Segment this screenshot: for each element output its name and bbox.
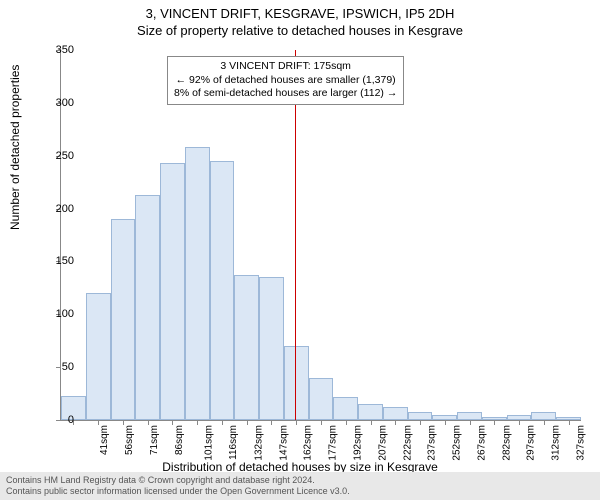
- xtick-label: 147sqm: [278, 425, 289, 461]
- ytick-label: 250: [44, 150, 74, 162]
- xtick-mark: [222, 420, 223, 425]
- xtick-mark: [544, 420, 545, 425]
- xtick-label: 282sqm: [501, 425, 512, 461]
- xtick-mark: [271, 420, 272, 425]
- ytick-label: 50: [44, 361, 74, 373]
- histogram-bar: [333, 397, 358, 420]
- xtick-label: 162sqm: [303, 425, 314, 461]
- xtick-label: 207sqm: [377, 425, 388, 461]
- reference-line: [295, 50, 297, 420]
- ytick-label: 100: [44, 308, 74, 320]
- plot-region: 3 VINCENT DRIFT: 175sqm← 92% of detached…: [60, 50, 581, 421]
- ytick-label: 350: [44, 44, 74, 56]
- annotation-line3: 8% of semi-detached houses are larger (1…: [174, 87, 397, 101]
- histogram-bar: [160, 163, 185, 420]
- chart-container: 3, VINCENT DRIFT, KESGRAVE, IPSWICH, IP5…: [0, 0, 600, 500]
- xtick-mark: [296, 420, 297, 425]
- title-address: 3, VINCENT DRIFT, KESGRAVE, IPSWICH, IP5…: [0, 0, 600, 21]
- xtick-label: 101sqm: [204, 425, 215, 461]
- footer-line1: Contains HM Land Registry data © Crown c…: [6, 475, 594, 486]
- histogram-bar: [185, 147, 210, 420]
- xtick-label: 116sqm: [228, 425, 239, 460]
- histogram-bar: [457, 412, 482, 420]
- xtick-label: 237sqm: [427, 425, 438, 461]
- histogram-bar: [259, 277, 284, 420]
- xtick-label: 71sqm: [149, 425, 160, 455]
- histogram-bar: [358, 404, 383, 420]
- xtick-label: 267sqm: [476, 425, 487, 461]
- xtick-label: 312sqm: [551, 425, 562, 461]
- xtick-mark: [494, 420, 495, 425]
- histogram-bar: [408, 412, 433, 420]
- footer-attribution: Contains HM Land Registry data © Crown c…: [0, 472, 600, 500]
- histogram-bar: [309, 378, 334, 420]
- histogram-bar: [210, 161, 235, 420]
- xtick-label: 132sqm: [254, 425, 265, 461]
- y-axis-label: Number of detached properties: [8, 65, 22, 230]
- ytick-label: 150: [44, 255, 74, 267]
- histogram-bar: [111, 219, 136, 420]
- histogram-bar: [531, 412, 556, 420]
- xtick-label: 327sqm: [575, 425, 586, 461]
- xtick-label: 177sqm: [328, 425, 339, 461]
- annotation-line1: 3 VINCENT DRIFT: 175sqm: [174, 60, 397, 74]
- ytick-label: 0: [44, 414, 74, 426]
- xtick-mark: [197, 420, 198, 425]
- xtick-label: 252sqm: [452, 425, 463, 461]
- xtick-mark: [346, 420, 347, 425]
- histogram-bar: [234, 275, 259, 420]
- title-subtitle: Size of property relative to detached ho…: [0, 21, 600, 38]
- xtick-label: 86sqm: [174, 425, 185, 455]
- histogram-bar: [284, 346, 309, 420]
- xtick-mark: [470, 420, 471, 425]
- histogram-bar: [135, 195, 160, 420]
- footer-line2: Contains public sector information licen…: [6, 486, 594, 497]
- chart-area: 3 VINCENT DRIFT: 175sqm← 92% of detached…: [60, 50, 580, 420]
- xtick-label: 41sqm: [99, 425, 110, 455]
- xtick-mark: [321, 420, 322, 425]
- xtick-mark: [519, 420, 520, 425]
- xtick-label: 56sqm: [124, 425, 135, 455]
- xtick-mark: [569, 420, 570, 425]
- ytick-label: 300: [44, 97, 74, 109]
- xtick-label: 222sqm: [402, 425, 413, 461]
- histogram-bar: [86, 293, 111, 420]
- annotation-line2: ← 92% of detached houses are smaller (1,…: [174, 74, 397, 88]
- xtick-mark: [445, 420, 446, 425]
- xtick-label: 192sqm: [353, 425, 364, 461]
- annotation-box: 3 VINCENT DRIFT: 175sqm← 92% of detached…: [167, 56, 404, 105]
- xtick-mark: [395, 420, 396, 425]
- ytick-label: 200: [44, 203, 74, 215]
- xtick-mark: [371, 420, 372, 425]
- xtick-mark: [420, 420, 421, 425]
- xtick-mark: [247, 420, 248, 425]
- xtick-label: 297sqm: [526, 425, 537, 461]
- histogram-bar: [383, 407, 408, 420]
